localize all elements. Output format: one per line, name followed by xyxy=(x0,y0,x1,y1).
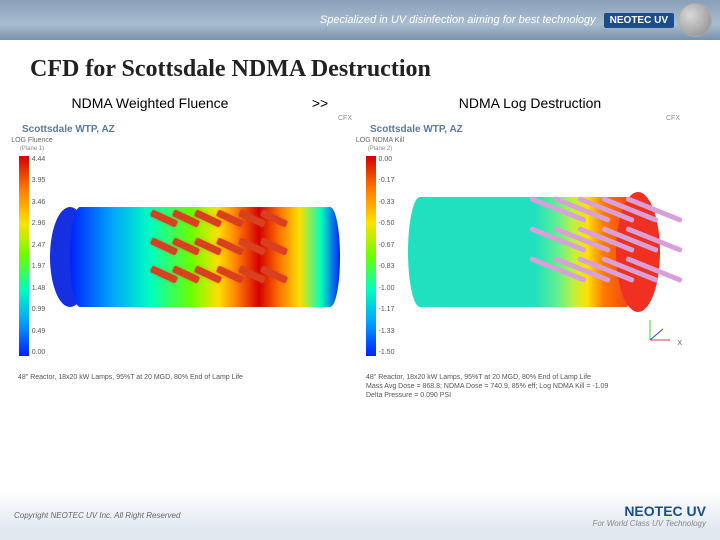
colorbar-right xyxy=(366,156,376,356)
ticks-right: 0.00-0.17-0.33-0.50-0.67-0.83-1.00-1.17-… xyxy=(379,156,395,356)
subtitle-row: NDMA Weighted Fluence >> NDMA Log Destru… xyxy=(0,95,720,111)
copyright: Copyright NEOTEC UV Inc. All Right Reser… xyxy=(14,511,180,520)
top-logo: NEOTEC UV xyxy=(604,3,712,37)
figure-fluence: CFX Scottsdale WTP, AZ LOG Fluence (Plan… xyxy=(18,115,358,400)
page-title: CFD for Scottsdale NDMA Destruction xyxy=(30,56,720,83)
subtitle-right: NDMA Log Destruction xyxy=(340,95,720,111)
caption-right: Scottsdale WTP, AZ xyxy=(370,124,686,135)
top-banner: Specialized in UV disinfection aiming fo… xyxy=(0,0,720,40)
footnote-left: 48" Reactor, 18x20 kW Lamps, 95%T at 20 … xyxy=(18,373,358,382)
reactor-right: X xyxy=(398,137,686,367)
brand-badge: NEOTEC UV xyxy=(604,13,674,28)
footer-tag: For World Class UV Technology xyxy=(592,519,706,528)
figures: CFX Scottsdale WTP, AZ LOG Fluence (Plan… xyxy=(0,115,720,400)
legend-right: LOG NDMA Kill (Plane 2) 0.00-0.17-0.33-0… xyxy=(366,137,394,356)
legend-title-left: LOG Fluence xyxy=(11,137,53,144)
cfx-label-left: CFX xyxy=(18,115,358,122)
colorbar-left xyxy=(19,156,29,356)
subtitle-left: NDMA Weighted Fluence xyxy=(0,95,300,111)
ticks-left: 4.443.953.462.962.471.971.480.990.490.00 xyxy=(32,156,46,356)
footnote-right: 48" Reactor, 18x20 kW Lamps, 95%T at 20 … xyxy=(366,373,686,400)
footer-brand: NEOTEC UV xyxy=(592,503,706,519)
figure-log: CFX Scottsdale WTP, AZ LOG NDMA Kill (Pl… xyxy=(366,115,686,400)
top-tagline: Specialized in UV disinfection aiming fo… xyxy=(320,14,596,26)
reactor-left xyxy=(50,137,358,367)
axis-label: X xyxy=(645,315,682,347)
caption-left: Scottsdale WTP, AZ xyxy=(22,124,358,135)
cfx-label-right: CFX xyxy=(366,115,686,122)
legend-sub-right: (Plane 2) xyxy=(368,146,392,152)
legend-sub-left: (Plane 1) xyxy=(20,146,44,152)
legend-title-right: LOG NDMA Kill xyxy=(356,137,404,144)
subtitle-sep: >> xyxy=(300,95,340,111)
cylinder-right xyxy=(408,197,638,307)
globe-icon xyxy=(678,3,712,37)
legend-left: LOG Fluence (Plane 1) 4.443.953.462.962.… xyxy=(18,137,46,356)
cylinder-left xyxy=(70,207,340,307)
footer: Copyright NEOTEC UV Inc. All Right Reser… xyxy=(0,490,720,540)
footer-logo: NEOTEC UV For World Class UV Technology xyxy=(592,503,706,528)
